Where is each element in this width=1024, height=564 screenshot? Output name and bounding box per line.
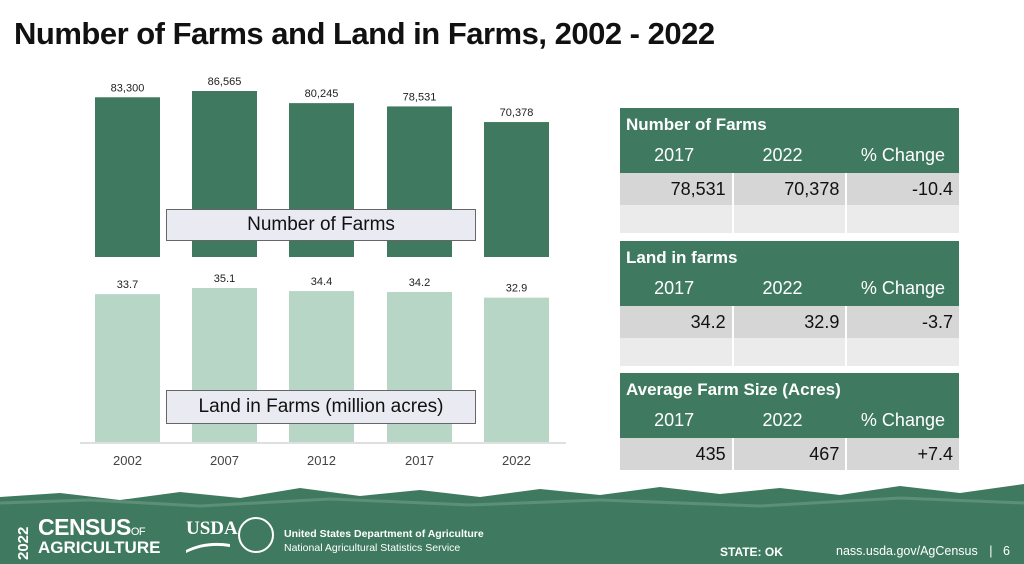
- land-table-header-change: % Change: [860, 277, 945, 298]
- nass-name: National Agricultural Statistics Service: [284, 542, 461, 554]
- census-url: nass.usda.gov/AgCensus |: [836, 544, 993, 558]
- x-tick-label: 2007: [210, 453, 239, 468]
- land-table-blank-row: [620, 338, 959, 366]
- farms-bar-value-label: 86,565: [208, 76, 242, 88]
- farms-table-header-change: % Change: [860, 144, 945, 165]
- farms-bar-2002: [95, 97, 160, 257]
- usda-department: United States Department of Agriculture: [284, 528, 484, 540]
- page-title: Number of Farms and Land in Farms, 2002 …: [14, 16, 715, 51]
- farms-bar-2022: [484, 122, 549, 257]
- x-tick-label: 2012: [307, 453, 336, 468]
- farm-size-table-header-2022: 2022: [762, 409, 803, 430]
- farms-table-value-2022: 70,378: [734, 173, 848, 205]
- farms-table-header-2017: 2017: [654, 144, 695, 165]
- land-table-header-2017: 2017: [654, 277, 695, 298]
- farms-table: Number of Farms 2017 2022 % Change 78,53…: [620, 108, 959, 233]
- usda-logo: USDA: [186, 518, 238, 539]
- agriculture-counts-seal-icon: [238, 517, 274, 553]
- census-url-text: nass.usda.gov/AgCensus: [836, 544, 978, 558]
- farm-size-table-title: Average Farm Size (Acres): [626, 380, 841, 399]
- land-table: Land in farms 2017 2022 % Change 34.2 32…: [620, 241, 959, 366]
- land-bar-value-label: 34.2: [409, 277, 430, 289]
- land-bar-value-label: 32.9: [506, 283, 527, 295]
- land-bar-value-label: 33.7: [117, 279, 138, 291]
- x-tick-label: 2017: [405, 453, 434, 468]
- land-table-title: Land in farms: [626, 248, 738, 267]
- farms-bar-value-label: 70,378: [500, 107, 534, 119]
- census-logo: CENSUSOF: [38, 514, 146, 541]
- farms-table-header-2022: 2022: [762, 144, 803, 165]
- page-number: 6: [1003, 544, 1010, 558]
- land-bar-2002: [95, 294, 160, 442]
- state-label: STATE: OK: [720, 545, 783, 559]
- land-bar-value-label: 34.4: [311, 276, 332, 288]
- farms-table-title: Number of Farms: [626, 115, 767, 134]
- land-chart-label: Land in Farms (million acres): [166, 390, 476, 424]
- land-table-value-change: -3.7: [921, 311, 954, 332]
- land-table-value-2017: 34.2: [620, 306, 734, 338]
- farms-table-blank-row: [620, 205, 959, 233]
- url-separator: |: [989, 544, 993, 558]
- census-of: OF: [130, 526, 146, 538]
- census-word: CENSUS: [38, 514, 131, 540]
- land-bar-value-label: 35.1: [214, 273, 235, 285]
- farms-chart-label: Number of Farms: [166, 209, 476, 241]
- farm-size-table-value-2017: 435: [620, 438, 734, 470]
- x-tick-label: 2022: [502, 453, 531, 468]
- land-bar-2022: [484, 297, 549, 442]
- x-tick-label: 2002: [113, 453, 142, 468]
- farm-size-table-header-change: % Change: [860, 409, 945, 430]
- census-year: 2022: [15, 526, 32, 560]
- usda-swoosh-icon: [186, 542, 230, 553]
- farm-size-table-header-2017: 2017: [654, 409, 695, 430]
- farm-size-table-value-change: +7.4: [917, 443, 954, 464]
- land-table-value-2022: 32.9: [734, 306, 848, 338]
- land-table-header-2022: 2022: [762, 277, 803, 298]
- census-agriculture: AGRICULTURE: [38, 538, 161, 557]
- farm-size-table-value-2022: 467: [734, 438, 848, 470]
- farm-size-table: Average Farm Size (Acres) 2017 2022 % Ch…: [620, 373, 959, 470]
- farms-bar-value-label: 78,531: [403, 91, 437, 103]
- farms-table-value-change: -10.4: [911, 178, 954, 199]
- farms-bar-value-label: 80,245: [305, 88, 339, 100]
- farms-bar-value-label: 83,300: [111, 82, 145, 94]
- farms-table-value-2017: 78,531: [620, 173, 734, 205]
